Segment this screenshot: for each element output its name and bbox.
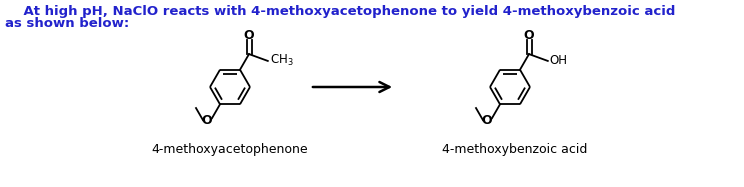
Text: CH$_3$: CH$_3$ (270, 53, 293, 68)
Text: O: O (202, 114, 212, 127)
Text: O: O (481, 114, 493, 127)
Text: O: O (524, 29, 534, 42)
Text: At high pH, NaClO reacts with 4-methoxyacetophenone to yield 4-methoxybenzoic ac: At high pH, NaClO reacts with 4-methoxya… (5, 5, 676, 18)
Text: OH: OH (550, 54, 568, 68)
Text: 4-methoxyacetophenone: 4-methoxyacetophenone (152, 142, 308, 156)
Text: as shown below:: as shown below: (5, 17, 129, 30)
Text: 4-methoxybenzoic acid: 4-methoxybenzoic acid (443, 142, 588, 156)
Text: O: O (244, 29, 254, 42)
